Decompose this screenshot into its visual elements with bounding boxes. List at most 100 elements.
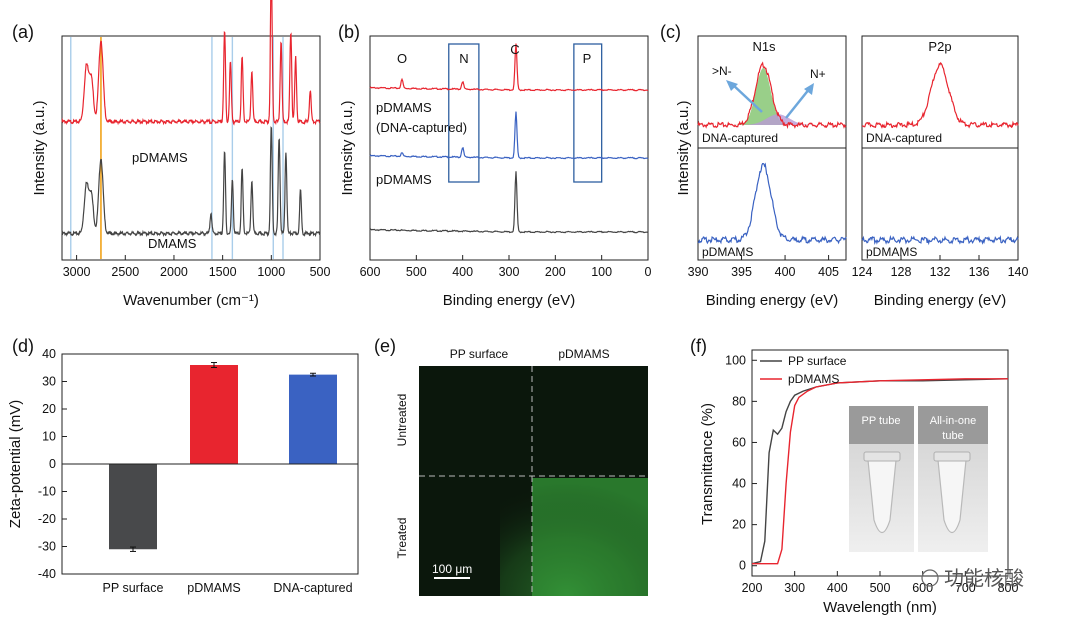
panel-d-ytick-label: 0 <box>49 457 56 471</box>
panel-c-p2p-xtick-label: 136 <box>969 265 990 279</box>
panel-b-series-pdmams-captured <box>369 43 649 92</box>
panel-d-bar-pdmams <box>190 365 238 464</box>
panel-d-ytick-label: -10 <box>38 485 56 499</box>
panel-a-xtick-label: 1500 <box>209 265 237 279</box>
panel-c-series-p2p-top <box>861 61 1019 129</box>
panel-a-ylabel: Intensity (a.u.) <box>31 100 48 195</box>
panel-c-title-p2p: P2p <box>928 39 951 54</box>
panel-f-ytick-label: 60 <box>732 435 746 449</box>
panel-c-arrowhead-amine <box>726 80 738 91</box>
panel-a-xtick-label: 3000 <box>63 265 91 279</box>
panel-e-fluorescence-image: PP surface pDMAMS Untreated Treated 100 … <box>395 347 648 596</box>
panel-b-frame <box>369 35 649 261</box>
panel-c-arrow-amine <box>731 83 763 113</box>
panel-c-p2p-xtick-label: 132 <box>930 265 951 279</box>
panel-c-p2p-xtick-label: 124 <box>852 265 873 279</box>
panel-f-ylabel: Transmittance (%) <box>699 403 716 525</box>
panel-d-category-label: DNA-captured <box>273 581 352 595</box>
panel-f-inset-label-bg-allinone <box>918 406 988 444</box>
panel-f-legend-pdmams: pDMAMS <box>788 372 839 386</box>
panel-c-title-n1s: N1s <box>752 39 776 54</box>
panel-f-xtick-label: 600 <box>912 581 933 595</box>
panel-b-element-n: N <box>459 51 468 66</box>
panel-a-xtick-label: 500 <box>310 265 331 279</box>
panel-b-ylabel: Intensity (a.u.) <box>339 100 356 195</box>
panel-e-scalebar-label: 100 μm <box>432 562 472 576</box>
panel-b-label-pdmams-captured-2: (DNA-captured) <box>376 120 467 135</box>
panel-f-xtick-label: 700 <box>955 581 976 595</box>
panel-a-xtick-label: 2000 <box>160 265 188 279</box>
panel-label-e: (e) <box>374 336 396 356</box>
panel-c-series-p2p-bottom <box>861 234 1019 246</box>
panel-b-xps-survey-chart: 600 500 400 300 200 100 0 O N C P pDMAMS (DNA-… <box>339 35 652 309</box>
panel-a-xlabel: Wavenumber (cm⁻¹) <box>123 292 259 309</box>
panel-f-tube-allinone <box>937 459 967 534</box>
panel-c-xlabel-n1s: Binding energy (eV) <box>706 292 839 309</box>
panel-c-label-p2p-captured: DNA-captured <box>866 131 942 145</box>
panel-d-ytick-label: 10 <box>42 430 56 444</box>
panel-f-xtick-label: 200 <box>742 581 763 595</box>
panel-b-xtick-label: 500 <box>406 265 427 279</box>
panel-f-xtick-label: 800 <box>998 581 1019 595</box>
panel-f-ytick-label: 20 <box>732 518 746 532</box>
panel-f-legend-pp: PP surface <box>788 354 847 368</box>
panel-c-ylabel: Intensity (a.u.) <box>675 100 692 195</box>
panel-a-label-dmams: DMAMS <box>148 236 197 251</box>
panel-c-n1s-xtick-label: 395 <box>731 265 752 279</box>
panel-c-n1s-fit-quaternary <box>715 114 820 125</box>
panel-b-element-c: C <box>510 42 519 57</box>
panel-f-ytick-label: 0 <box>739 559 746 573</box>
panel-a-label-pdmams: pDMAMS <box>132 150 188 165</box>
panel-f-inset-label-allinone-2: tube <box>942 430 963 442</box>
panel-c-arrow-quaternary <box>785 87 811 119</box>
panel-a-frame <box>61 35 321 261</box>
panel-c-series-n1s-top <box>697 61 847 130</box>
panel-d-ytick-label: 30 <box>42 375 56 389</box>
panel-e-treated-glow-overlay <box>500 470 648 596</box>
panel-b-box-p <box>573 43 603 183</box>
panel-e-row-treated: Treated <box>395 518 409 559</box>
panel-f-tube-cap-pp <box>863 451 901 462</box>
panel-c-ann-quaternary: N+ <box>810 67 826 81</box>
panel-c-n1s-xtick-label: 405 <box>818 265 839 279</box>
panel-d-ytick-label: -40 <box>38 567 56 581</box>
panel-e-row-untreated: Untreated <box>395 394 409 447</box>
panel-f-xlabel: Wavelength (nm) <box>823 599 937 616</box>
watermark-wechat-icon <box>921 569 939 587</box>
panel-f-inset-label-allinone-1: All-in-one <box>930 415 976 427</box>
panel-e-col-pdmams: pDMAMS <box>558 347 609 361</box>
panel-c-n1s-fit-amine <box>715 68 820 125</box>
panel-b-box-n <box>448 43 480 183</box>
panel-f-tube-cap-allinone <box>933 451 971 462</box>
panel-c-p2p-xtick-label: 140 <box>1008 265 1029 279</box>
panel-b-xlabel: Binding energy (eV) <box>443 292 576 309</box>
panel-f-inset-label-pp: PP tube <box>862 415 901 427</box>
panel-d-ytick-label: 20 <box>42 402 56 416</box>
panel-f-xtick-label: 400 <box>827 581 848 595</box>
panel-b-label-pdmams: pDMAMS <box>376 172 432 187</box>
panel-f-xtick-label: 500 <box>870 581 891 595</box>
panel-f-tube-pp <box>867 459 897 534</box>
panel-f-xtick-label: 300 <box>784 581 805 595</box>
panel-d-category-label: pDMAMS <box>187 581 240 595</box>
panel-f-series-pdmams <box>752 378 1008 565</box>
panel-d-bar-dna-captured <box>289 374 337 464</box>
panel-c-n1s-xtick-label: 390 <box>688 265 709 279</box>
panel-d-ytick-label: 40 <box>42 347 56 361</box>
panel-c-label-p2p-pdmams: pDMAMS <box>866 245 917 259</box>
panel-c-arrowhead-quaternary <box>804 83 814 95</box>
panel-a-xtick-label: 2500 <box>111 265 139 279</box>
panel-a-xtick-label: 1000 <box>257 265 285 279</box>
panel-label-a: (a) <box>12 22 34 42</box>
panel-b-xtick-label: 600 <box>360 265 381 279</box>
panel-b-element-o: O <box>397 51 407 66</box>
panel-d-ytick-label: -30 <box>38 540 56 554</box>
panel-b-series-pp <box>369 171 649 234</box>
panel-a-series-dmams <box>61 126 321 238</box>
panel-f-ytick-label: 40 <box>732 477 746 491</box>
panel-c-label-n1s-captured: DNA-captured <box>702 131 778 145</box>
panel-b-series-pdmams <box>369 111 649 160</box>
panel-b-xtick-label: 300 <box>499 265 520 279</box>
panel-c-n1s-xtick-label: 400 <box>775 265 796 279</box>
